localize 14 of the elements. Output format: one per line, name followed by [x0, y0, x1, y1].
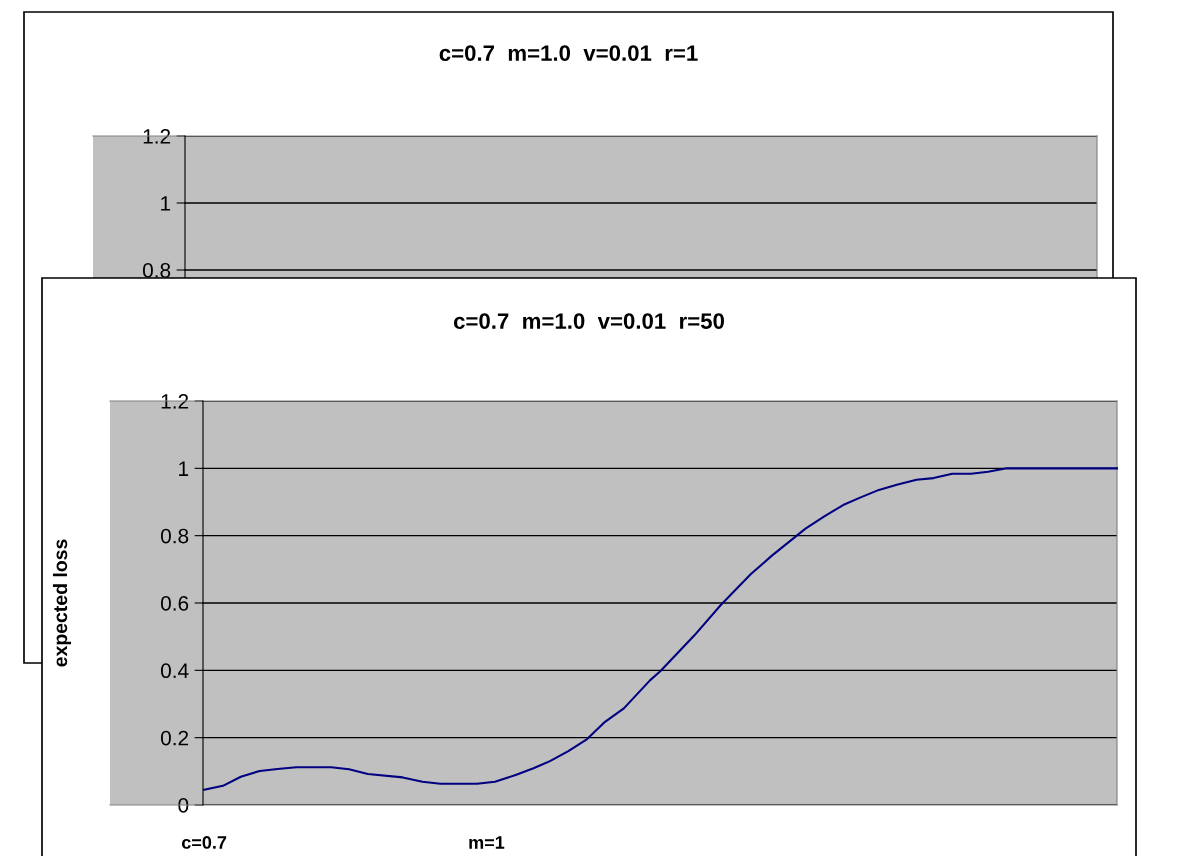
y-tick-label: 0 [178, 798, 189, 813]
y-tick-label: 0.4 [160, 663, 189, 679]
y-tick-label: 1.2 [161, 394, 189, 409]
text: 1.2 [143, 129, 171, 144]
text: 0.8 [142, 263, 171, 278]
y-tick-label: 0.8 [160, 528, 189, 544]
y-tick-label: 1 [179, 461, 189, 476]
y-tick-label: 0.2 [160, 730, 189, 746]
y-axis-title: expected loss [52, 539, 72, 667]
x-tick-label: c=0.7 [181, 836, 227, 849]
chart-title: c=0.7 m=1.0 v=0.01 r=50 [453, 313, 725, 329]
y-tick-label: 0.6 [160, 596, 189, 611]
text: c=0.7 m=1.0 v=0.01 r=1 [439, 45, 698, 61]
x-tick-label: m=1 [469, 836, 505, 849]
